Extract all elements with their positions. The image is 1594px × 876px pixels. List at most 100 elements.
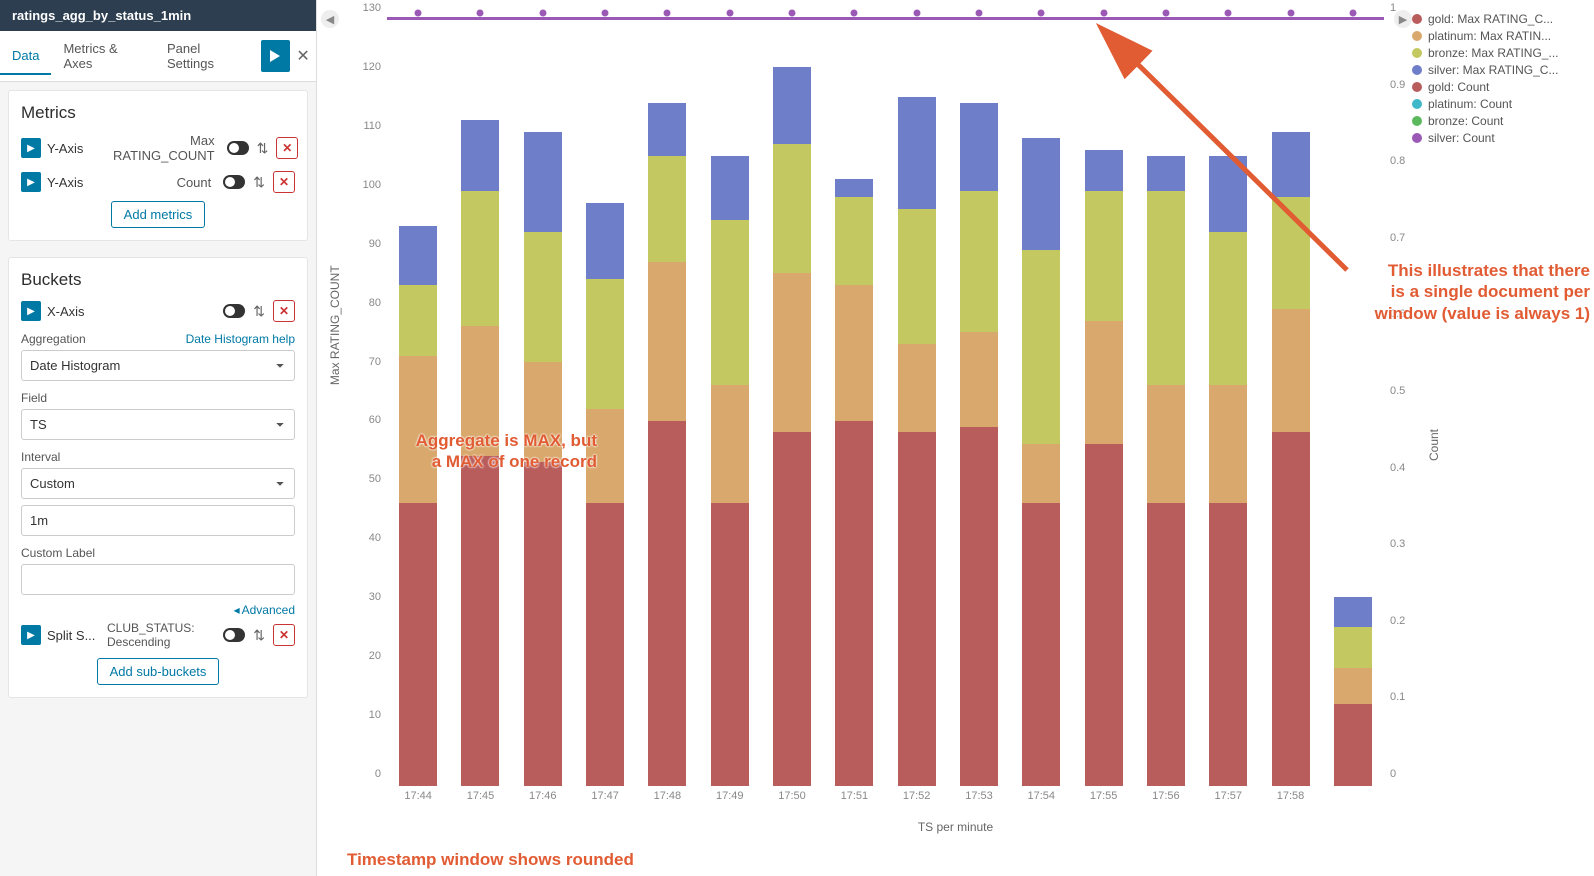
x-tick: 17:44 <box>404 790 432 802</box>
bar-seg-platinum <box>1147 385 1185 503</box>
bar-group <box>898 20 936 786</box>
legend-item[interactable]: gold: Count <box>1412 80 1588 94</box>
agg-help-link[interactable]: Date Histogram help <box>186 332 295 346</box>
tab-data[interactable]: Data <box>0 38 51 75</box>
x-tick: 17:47 <box>591 790 619 802</box>
drag-handle-icon[interactable]: ⇅ <box>251 627 267 644</box>
advanced-link[interactable]: Advanced <box>21 603 295 617</box>
expand-xaxis[interactable]: ▶ <box>21 301 41 321</box>
metric-axis-label: Y-Axis <box>47 141 107 156</box>
delete-metric[interactable]: ✕ <box>276 137 298 159</box>
x-tick: 17:54 <box>1028 790 1056 802</box>
delete-split[interactable]: ✕ <box>273 624 295 646</box>
legend-item[interactable]: platinum: Max RATIN... <box>1412 29 1588 43</box>
interval-select[interactable]: Custom <box>21 468 295 499</box>
bar-seg-platinum <box>960 332 998 426</box>
custom-label-input[interactable] <box>21 564 295 595</box>
y-axis-left-label: Max RATING_COUNT <box>328 265 342 385</box>
drag-handle-icon[interactable]: ⇅ <box>255 140 271 157</box>
legend-item[interactable]: platinum: Count <box>1412 97 1588 111</box>
xaxis-label: X-Axis <box>47 304 107 319</box>
bar-seg-silver <box>648 103 686 156</box>
bar-seg-platinum <box>648 262 686 421</box>
bar-group <box>1022 20 1060 786</box>
x-tick: 17:50 <box>778 790 806 802</box>
legend-item[interactable]: silver: Count <box>1412 131 1588 145</box>
field-label: Field <box>21 391 295 405</box>
count-dot <box>851 10 858 17</box>
y-tick: 90 <box>369 238 381 250</box>
metric-toggle[interactable] <box>223 175 245 189</box>
x-tick: 17:57 <box>1214 790 1242 802</box>
legend-item[interactable]: bronze: Max RATING_... <box>1412 46 1588 60</box>
bar-seg-bronze <box>461 191 499 327</box>
bar-seg-platinum <box>1272 309 1310 433</box>
legend-item[interactable]: gold: Max RATING_C... <box>1412 12 1588 26</box>
xaxis-toggle[interactable] <box>223 304 245 318</box>
drag-handle-icon[interactable]: ⇅ <box>251 303 267 320</box>
count-dot <box>539 10 546 17</box>
metrics-panel: Metrics ▶ Y-Axis Max RATING_COUNT ⇅ ✕▶ Y… <box>8 90 308 241</box>
expand-metric-1[interactable]: ▶ <box>21 172 41 192</box>
y-tick: 60 <box>369 414 381 426</box>
split-value: CLUB_STATUS: Descending <box>107 621 217 650</box>
bar-seg-gold <box>835 421 873 786</box>
count-dot <box>1225 10 1232 17</box>
bar-group <box>1209 20 1247 786</box>
expand-metric-0[interactable]: ▶ <box>21 138 41 158</box>
bar-seg-bronze <box>586 279 624 409</box>
bar-seg-bronze <box>835 197 873 285</box>
bar-seg-gold <box>960 427 998 786</box>
run-button[interactable] <box>261 40 291 72</box>
delete-metric[interactable]: ✕ <box>273 171 295 193</box>
collapse-left-icon[interactable]: ◀ <box>321 10 339 28</box>
split-toggle[interactable] <box>223 628 245 642</box>
interval-label: Interval <box>21 450 295 464</box>
bar-seg-bronze <box>1022 250 1060 444</box>
count-dot <box>726 10 733 17</box>
x-tick: 17:53 <box>965 790 993 802</box>
bar-seg-silver <box>399 226 437 285</box>
x-tick: 17:52 <box>903 790 931 802</box>
legend-item[interactable]: silver: Max RATING_C... <box>1412 63 1588 77</box>
bar-seg-gold <box>1209 503 1247 786</box>
x-tick: 17:45 <box>467 790 495 802</box>
count-dot <box>975 10 982 17</box>
x-tick: 17:46 <box>529 790 557 802</box>
annotation-agg: Aggregate is MAX, buta MAX of one record <box>337 430 597 473</box>
bar-seg-bronze <box>898 209 936 345</box>
bar-seg-gold <box>648 421 686 786</box>
y-tick-right: 1 <box>1390 2 1396 14</box>
add-metrics-button[interactable]: Add metrics <box>111 201 206 228</box>
bar-seg-silver <box>1209 156 1247 233</box>
bar-group <box>1085 20 1123 786</box>
expand-split[interactable]: ▶ <box>21 625 41 645</box>
y-axis-right: 00.10.20.30.40.50.60.70.80.91 <box>1386 20 1410 786</box>
bar-group <box>461 20 499 786</box>
add-sub-buckets-button[interactable]: Add sub-buckets <box>97 658 220 685</box>
legend-label: gold: Max RATING_C... <box>1428 12 1553 26</box>
legend-item[interactable]: bronze: Count <box>1412 114 1588 128</box>
y-tick-right: 0.8 <box>1390 155 1405 167</box>
tab-metrics-axes[interactable]: Metrics & Axes <box>51 31 155 81</box>
tab-panel-settings[interactable]: Panel Settings <box>155 31 257 81</box>
bar-seg-platinum <box>898 344 936 432</box>
field-select[interactable]: TS <box>21 409 295 440</box>
y-tick: 30 <box>369 591 381 603</box>
count-dot <box>664 10 671 17</box>
close-button[interactable]: ✕ <box>290 40 316 72</box>
bar-seg-platinum <box>835 285 873 421</box>
x-axis-label: TS per minute <box>918 820 993 834</box>
legend-label: platinum: Max RATIN... <box>1428 29 1551 43</box>
y-tick-right: 0.4 <box>1390 462 1405 474</box>
metric-value: Count <box>113 175 217 190</box>
delete-xaxis[interactable]: ✕ <box>273 300 295 322</box>
y-tick: 120 <box>363 61 381 73</box>
y-tick-right: 0.2 <box>1390 615 1405 627</box>
drag-handle-icon[interactable]: ⇅ <box>251 174 267 191</box>
bar-seg-silver <box>960 103 998 191</box>
count-dot <box>1038 10 1045 17</box>
interval-custom-input[interactable] <box>21 505 295 536</box>
metric-toggle[interactable] <box>227 141 249 155</box>
agg-select[interactable]: Date Histogram <box>21 350 295 381</box>
